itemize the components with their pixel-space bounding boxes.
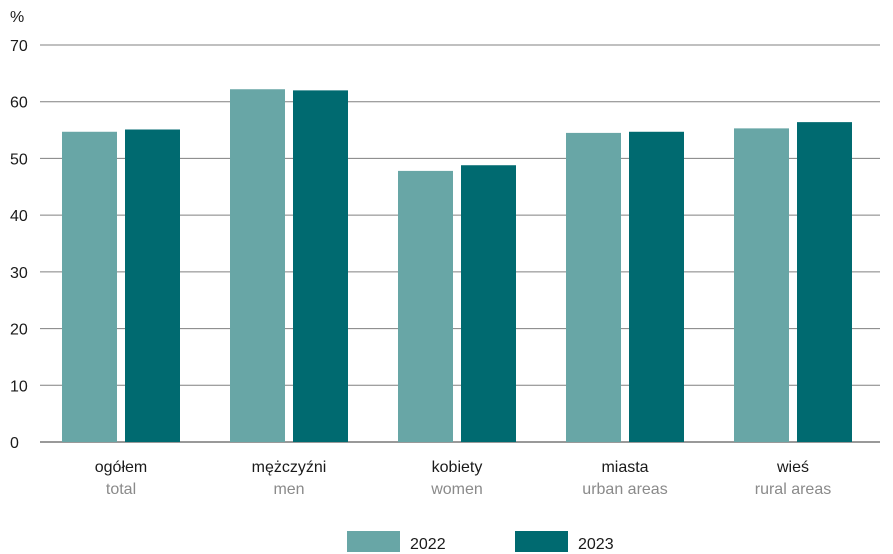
x-category-label: ogółem bbox=[95, 459, 147, 476]
x-category-sublabel: women bbox=[430, 481, 483, 498]
bar-2022-0 bbox=[62, 131, 117, 442]
bar-2022-1 bbox=[230, 89, 285, 442]
bar-2023-0 bbox=[125, 129, 180, 443]
bar-2022-3 bbox=[566, 132, 621, 442]
x-category-sublabel: urban areas bbox=[582, 481, 667, 498]
y-tick-label: 40 bbox=[10, 208, 28, 225]
y-tick-label: 70 bbox=[10, 38, 28, 55]
y-tick-label: 60 bbox=[10, 95, 28, 112]
x-category-label: mężczyźni bbox=[252, 459, 327, 476]
bar-2023-4 bbox=[797, 122, 852, 442]
bar-2022-4 bbox=[734, 128, 789, 442]
x-category-label: wieś bbox=[776, 459, 809, 476]
x-category-sublabel: men bbox=[273, 481, 304, 498]
legend-label: 2023 bbox=[578, 536, 614, 553]
y-tick-label: 50 bbox=[10, 151, 28, 168]
legend-swatch-2023 bbox=[515, 531, 568, 552]
bar-2023-3 bbox=[629, 131, 684, 442]
x-category-label: kobiety bbox=[432, 459, 483, 476]
bars bbox=[62, 89, 852, 443]
legend-swatch-2022 bbox=[347, 531, 400, 552]
y-tick-label: 0 bbox=[10, 435, 19, 452]
y-axis-ticks: 0 10 20 30 40 50 60 70 bbox=[10, 38, 28, 452]
x-category-sublabel: total bbox=[106, 481, 136, 498]
bar-2022-2 bbox=[398, 170, 453, 443]
y-tick-label: 30 bbox=[10, 265, 28, 282]
legend: 2022 2023 bbox=[347, 531, 614, 553]
y-tick-label: 20 bbox=[10, 322, 28, 339]
x-category-sublabel: rural areas bbox=[755, 481, 831, 498]
x-category-label: miasta bbox=[601, 459, 648, 476]
x-axis-labels: ogółem total mężczyźni men kobiety women miast… bbox=[95, 459, 831, 498]
y-tick-label: 10 bbox=[10, 378, 28, 395]
legend-label: 2022 bbox=[410, 536, 446, 553]
y-axis-unit-label: % bbox=[10, 9, 24, 26]
bar-2023-1 bbox=[293, 90, 348, 442]
bar-2023-2 bbox=[461, 165, 516, 442]
